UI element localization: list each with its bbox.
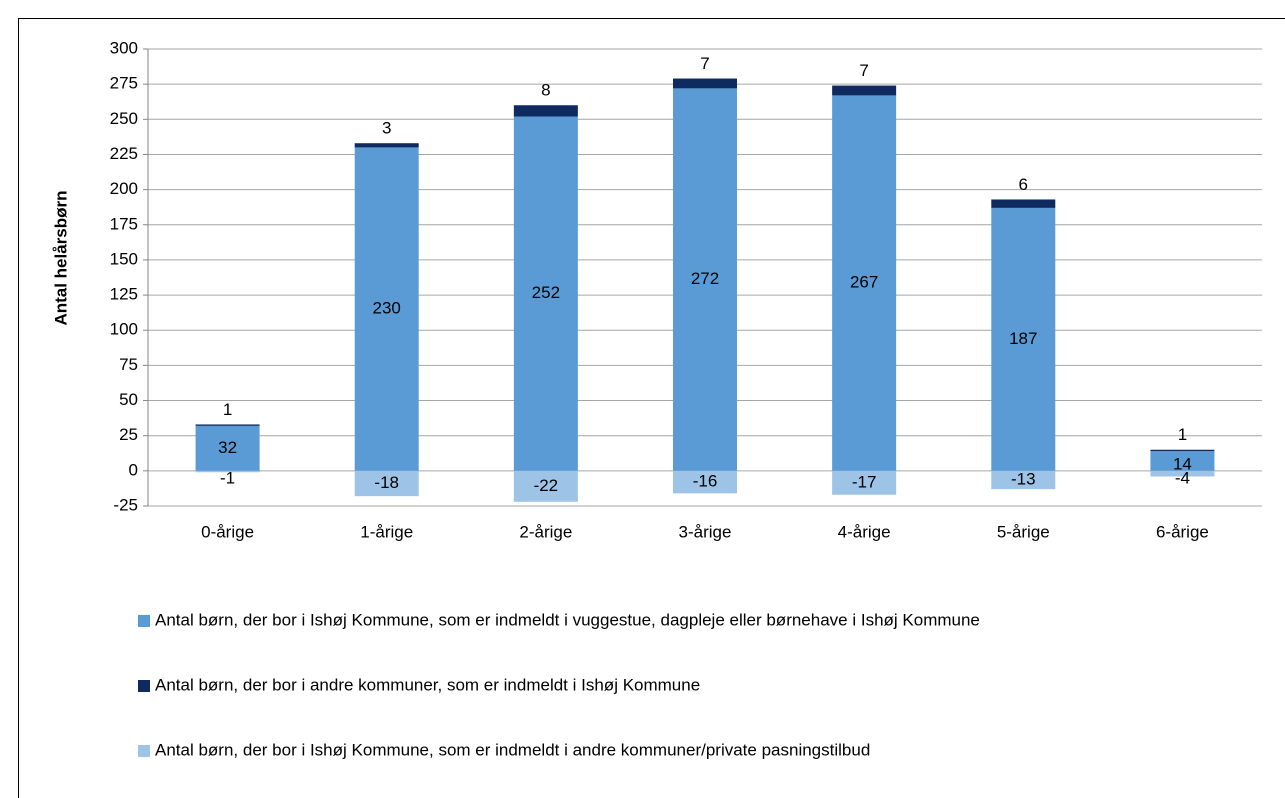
bar-segment [1150, 470, 1215, 477]
bar-segment [513, 470, 578, 502]
y-tick-label: 50 [119, 390, 138, 409]
legend-swatch [138, 680, 150, 692]
bar-segment [513, 105, 578, 117]
y-tick-label: 0 [129, 460, 138, 479]
x-tick-label: 2-årige [519, 522, 572, 541]
data-label: 272 [691, 269, 719, 288]
y-tick-label: 225 [110, 144, 138, 163]
data-label: 1 [223, 400, 232, 419]
data-label: -13 [1011, 469, 1036, 488]
x-tick-label: 0-årige [201, 522, 254, 541]
data-label: -4 [1175, 468, 1190, 487]
data-label: 7 [859, 61, 868, 80]
legend-swatch [138, 615, 150, 627]
bar-segment [1150, 449, 1215, 452]
y-tick-label: 75 [119, 355, 138, 374]
data-label: -16 [693, 472, 718, 491]
y-axis-label: Antal helårsbørn [51, 190, 70, 325]
legend-swatch [138, 745, 150, 757]
bar-segment [832, 470, 897, 495]
data-label: 14 [1173, 454, 1192, 473]
x-tick-label: 6-årige [1156, 522, 1209, 541]
y-tick-label: 250 [110, 109, 138, 128]
bar-segment [673, 88, 737, 471]
bar-segment [991, 207, 1056, 471]
bar-segment [354, 470, 419, 497]
data-label: 7 [700, 54, 709, 73]
data-label: 1 [1178, 425, 1187, 444]
bar-segment [991, 470, 1056, 490]
data-label: -17 [852, 472, 877, 491]
y-tick-label: 300 [110, 38, 138, 57]
bar-segment [513, 116, 578, 471]
data-label: 32 [218, 438, 237, 457]
data-label: -18 [374, 473, 399, 492]
data-label: 267 [850, 273, 878, 292]
legend-label: Antal børn, der bor i andre kommuner, so… [155, 675, 700, 694]
data-label: -1 [220, 468, 235, 487]
y-tick-label: 275 [110, 74, 138, 93]
bar-segment [354, 147, 419, 471]
y-tick-label: 150 [110, 249, 138, 268]
bar-segment [195, 425, 260, 471]
bar-segment [195, 424, 260, 426]
data-label: 6 [1019, 175, 1028, 194]
chart-border [18, 18, 1285, 798]
data-label: 187 [1009, 329, 1037, 348]
x-tick-label: 4-årige [838, 522, 891, 541]
y-tick-label: 175 [110, 214, 138, 233]
bar-segment [832, 95, 897, 471]
x-tick-label: 1-årige [360, 522, 413, 541]
data-label: -22 [534, 476, 559, 495]
bar-segment [673, 78, 737, 89]
x-tick-label: 3-årige [679, 522, 732, 541]
x-tick-label: 5-årige [997, 522, 1050, 541]
bar-segment [1150, 451, 1215, 471]
bar-segment [195, 470, 260, 473]
legend-label: Antal børn, der bor i Ishøj Kommune, som… [155, 610, 980, 629]
y-tick-label: 25 [119, 425, 138, 444]
legend-label: Antal børn, der bor i Ishøj Kommune, som… [155, 740, 870, 759]
data-label: 252 [532, 283, 560, 302]
data-label: 8 [541, 81, 550, 100]
y-tick-label: 200 [110, 179, 138, 198]
bar-segment [673, 470, 737, 494]
y-tick-label: -25 [113, 495, 138, 514]
bar-segment [832, 85, 897, 96]
data-label: 230 [373, 299, 401, 318]
data-label: 3 [382, 119, 391, 138]
bar-segment [991, 199, 1056, 208]
y-tick-label: 125 [110, 285, 138, 304]
y-tick-label: 100 [110, 320, 138, 339]
bar-segment [354, 143, 419, 148]
